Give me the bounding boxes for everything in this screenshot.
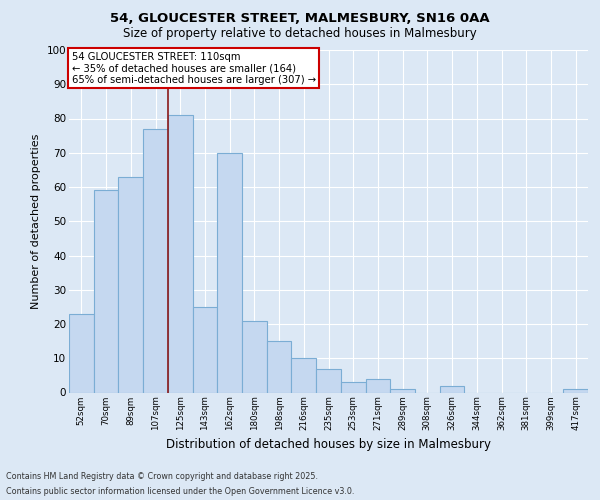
- Bar: [94, 190, 118, 392]
- Bar: [292, 358, 316, 392]
- Bar: [341, 382, 365, 392]
- Text: 54 GLOUCESTER STREET: 110sqm
← 35% of detached houses are smaller (164)
65% of s: 54 GLOUCESTER STREET: 110sqm ← 35% of de…: [71, 52, 316, 85]
- Bar: [390, 389, 415, 392]
- Bar: [316, 368, 341, 392]
- Bar: [168, 115, 193, 392]
- Bar: [69, 314, 94, 392]
- X-axis label: Distribution of detached houses by size in Malmesbury: Distribution of detached houses by size …: [166, 438, 491, 452]
- Bar: [440, 386, 464, 392]
- Bar: [267, 341, 292, 392]
- Text: 54, GLOUCESTER STREET, MALMESBURY, SN16 0AA: 54, GLOUCESTER STREET, MALMESBURY, SN16 …: [110, 12, 490, 26]
- Bar: [217, 153, 242, 392]
- Bar: [143, 129, 168, 392]
- Y-axis label: Number of detached properties: Number of detached properties: [31, 134, 41, 309]
- Text: Contains public sector information licensed under the Open Government Licence v3: Contains public sector information licen…: [6, 487, 355, 496]
- Bar: [563, 389, 588, 392]
- Text: Contains HM Land Registry data © Crown copyright and database right 2025.: Contains HM Land Registry data © Crown c…: [6, 472, 318, 481]
- Bar: [118, 176, 143, 392]
- Bar: [242, 320, 267, 392]
- Bar: [193, 307, 217, 392]
- Bar: [365, 379, 390, 392]
- Text: Size of property relative to detached houses in Malmesbury: Size of property relative to detached ho…: [123, 28, 477, 40]
